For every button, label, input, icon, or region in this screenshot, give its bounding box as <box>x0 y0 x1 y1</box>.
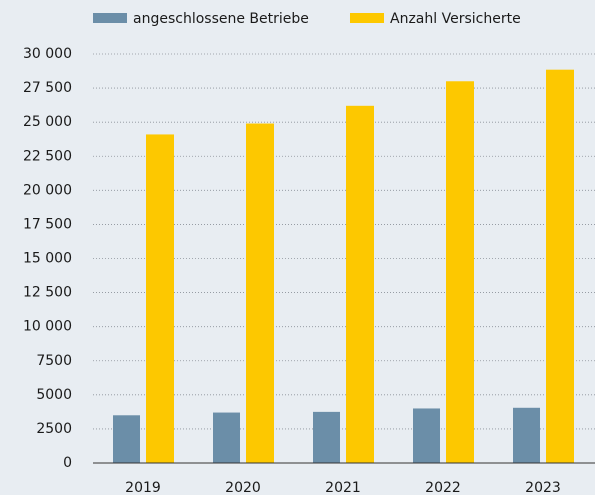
y-tick-label: 20 000 <box>23 182 72 198</box>
legend-swatch <box>350 13 384 23</box>
y-tick-label: 15 000 <box>23 251 72 267</box>
y-tick-label: 25 000 <box>23 114 72 130</box>
bar <box>146 134 174 464</box>
x-tick-label: 2019 <box>125 480 161 495</box>
bar <box>446 81 474 464</box>
y-tick-label: 7500 <box>36 353 72 369</box>
bar <box>346 105 374 463</box>
y-tick-label: 0 <box>63 455 72 471</box>
x-tick-label: 2023 <box>525 480 561 495</box>
bar <box>113 415 140 463</box>
legend-label: Anzahl Versicherte <box>390 11 521 27</box>
y-tick-label: 27 500 <box>23 80 72 96</box>
legend-label: angeschlossene Betriebe <box>133 11 309 27</box>
bar <box>246 123 274 463</box>
bar <box>546 69 574 463</box>
y-tick-label: 5000 <box>36 387 72 403</box>
y-tick-label: 30 000 <box>23 46 72 62</box>
y-tick-label: 10 000 <box>23 319 72 335</box>
legend-swatch <box>93 13 127 23</box>
x-tick-label: 2020 <box>225 480 261 495</box>
y-tick-label: 2500 <box>36 421 72 437</box>
x-tick-label: 2022 <box>425 480 461 495</box>
y-tick-label: 17 500 <box>23 216 72 232</box>
bar <box>413 408 440 463</box>
bar <box>213 412 240 463</box>
y-tick-label: 22 500 <box>23 148 72 164</box>
bar <box>513 407 540 463</box>
y-tick-label: 12 500 <box>23 285 72 301</box>
x-tick-label: 2021 <box>325 480 361 495</box>
bar <box>313 411 340 463</box>
